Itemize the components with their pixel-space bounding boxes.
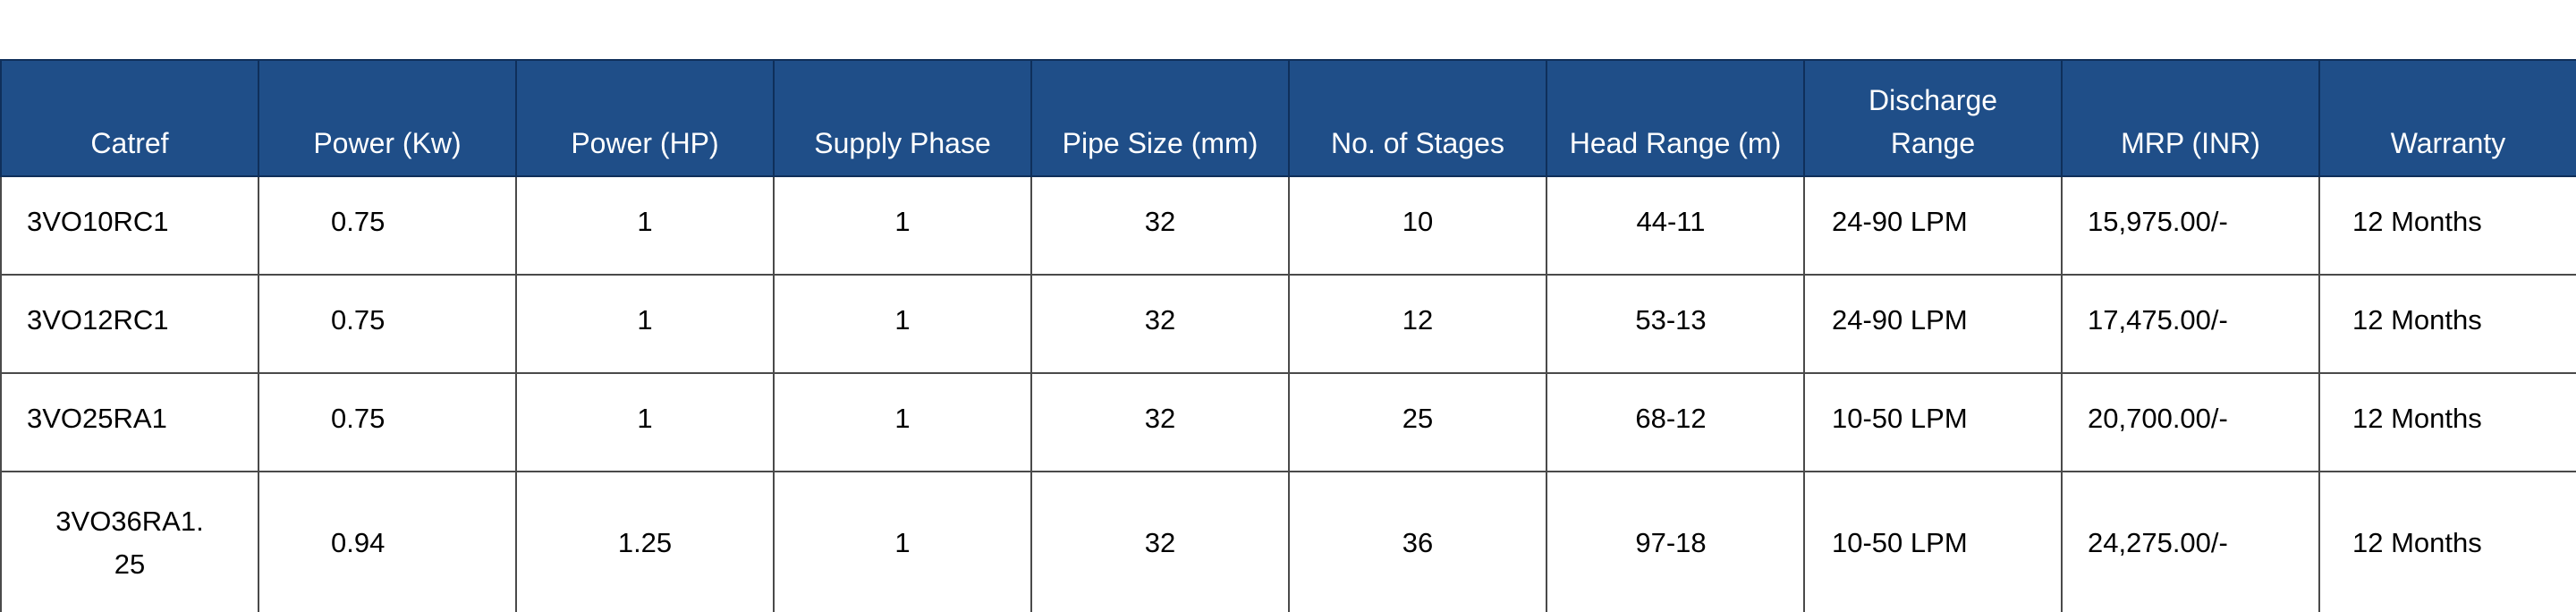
cell-head-range: 44-11 [1546, 175, 1805, 276]
header-mrp: MRP (INR) [2061, 59, 2320, 177]
cell-head-range: 97-18 [1546, 471, 1805, 612]
cell-warranty: 12 Months [2318, 372, 2576, 472]
cell-catref: 3VO36RA1. 25 [0, 471, 259, 612]
cell-power-hp: 1 [515, 372, 775, 472]
table-row: 3VO10RC1 0.75 1 1 32 10 44-11 24-90 LPM … [0, 175, 2576, 276]
header-catref: Catref [0, 59, 259, 177]
header-warranty: Warranty [2318, 59, 2576, 177]
cell-stages: 10 [1288, 175, 1547, 276]
table-body: 3VO10RC1 0.75 1 1 32 10 44-11 24-90 LPM … [0, 175, 2576, 612]
header-supply-phase: Supply Phase [773, 59, 1032, 177]
cell-stages: 25 [1288, 372, 1547, 472]
cell-mrp: 20,700.00/- [2061, 372, 2320, 472]
cell-mrp: 17,475.00/- [2061, 274, 2320, 374]
cell-supply-phase: 1 [773, 274, 1032, 374]
cell-pipe-size: 32 [1030, 175, 1290, 276]
cell-warranty: 12 Months [2318, 175, 2576, 276]
header-head-range: Head Range (m) [1546, 59, 1805, 177]
table-header: Catref Power (Kw) Power (HP) Supply Phas… [0, 59, 2576, 177]
header-stages: No. of Stages [1288, 59, 1547, 177]
product-spec-table: Catref Power (Kw) Power (HP) Supply Phas… [0, 59, 2576, 612]
cell-stages: 12 [1288, 274, 1547, 374]
cell-discharge-range: 24-90 LPM [1803, 274, 2063, 374]
cell-pipe-size: 32 [1030, 274, 1290, 374]
cell-pipe-size: 32 [1030, 471, 1290, 612]
cell-catref: 3VO10RC1 [0, 175, 259, 276]
table-row: 3VO36RA1. 25 0.94 1.25 1 32 36 97-18 10-… [0, 471, 2576, 612]
cell-power-kw: 0.94 [258, 471, 517, 612]
cell-power-kw: 0.75 [258, 274, 517, 374]
cell-supply-phase: 1 [773, 175, 1032, 276]
cell-discharge-range: 24-90 LPM [1803, 175, 2063, 276]
cell-power-hp: 1 [515, 175, 775, 276]
cell-mrp: 24,275.00/- [2061, 471, 2320, 612]
cell-power-kw: 0.75 [258, 372, 517, 472]
header-pipe-size: Pipe Size (mm) [1030, 59, 1290, 177]
table-row: 3VO25RA1 0.75 1 1 32 25 68-12 10-50 LPM … [0, 372, 2576, 472]
cell-head-range: 68-12 [1546, 372, 1805, 472]
cell-discharge-range: 10-50 LPM [1803, 372, 2063, 472]
cell-power-hp: 1 [515, 274, 775, 374]
cell-head-range: 53-13 [1546, 274, 1805, 374]
header-power-kw: Power (Kw) [258, 59, 517, 177]
cell-discharge-range: 10-50 LPM [1803, 471, 2063, 612]
cell-catref: 3VO25RA1 [0, 372, 259, 472]
table-row: 3VO12RC1 0.75 1 1 32 12 53-13 24-90 LPM … [0, 274, 2576, 374]
cell-warranty: 12 Months [2318, 471, 2576, 612]
cell-power-kw: 0.75 [258, 175, 517, 276]
cell-warranty: 12 Months [2318, 274, 2576, 374]
cell-power-hp: 1.25 [515, 471, 775, 612]
cell-catref: 3VO12RC1 [0, 274, 259, 374]
header-discharge-range: Discharge Range [1803, 59, 2063, 177]
cell-supply-phase: 1 [773, 471, 1032, 612]
cell-pipe-size: 32 [1030, 372, 1290, 472]
header-power-hp: Power (HP) [515, 59, 775, 177]
cell-stages: 36 [1288, 471, 1547, 612]
cell-supply-phase: 1 [773, 372, 1032, 472]
cell-mrp: 15,975.00/- [2061, 175, 2320, 276]
header-row: Catref Power (Kw) Power (HP) Supply Phas… [0, 59, 2576, 177]
